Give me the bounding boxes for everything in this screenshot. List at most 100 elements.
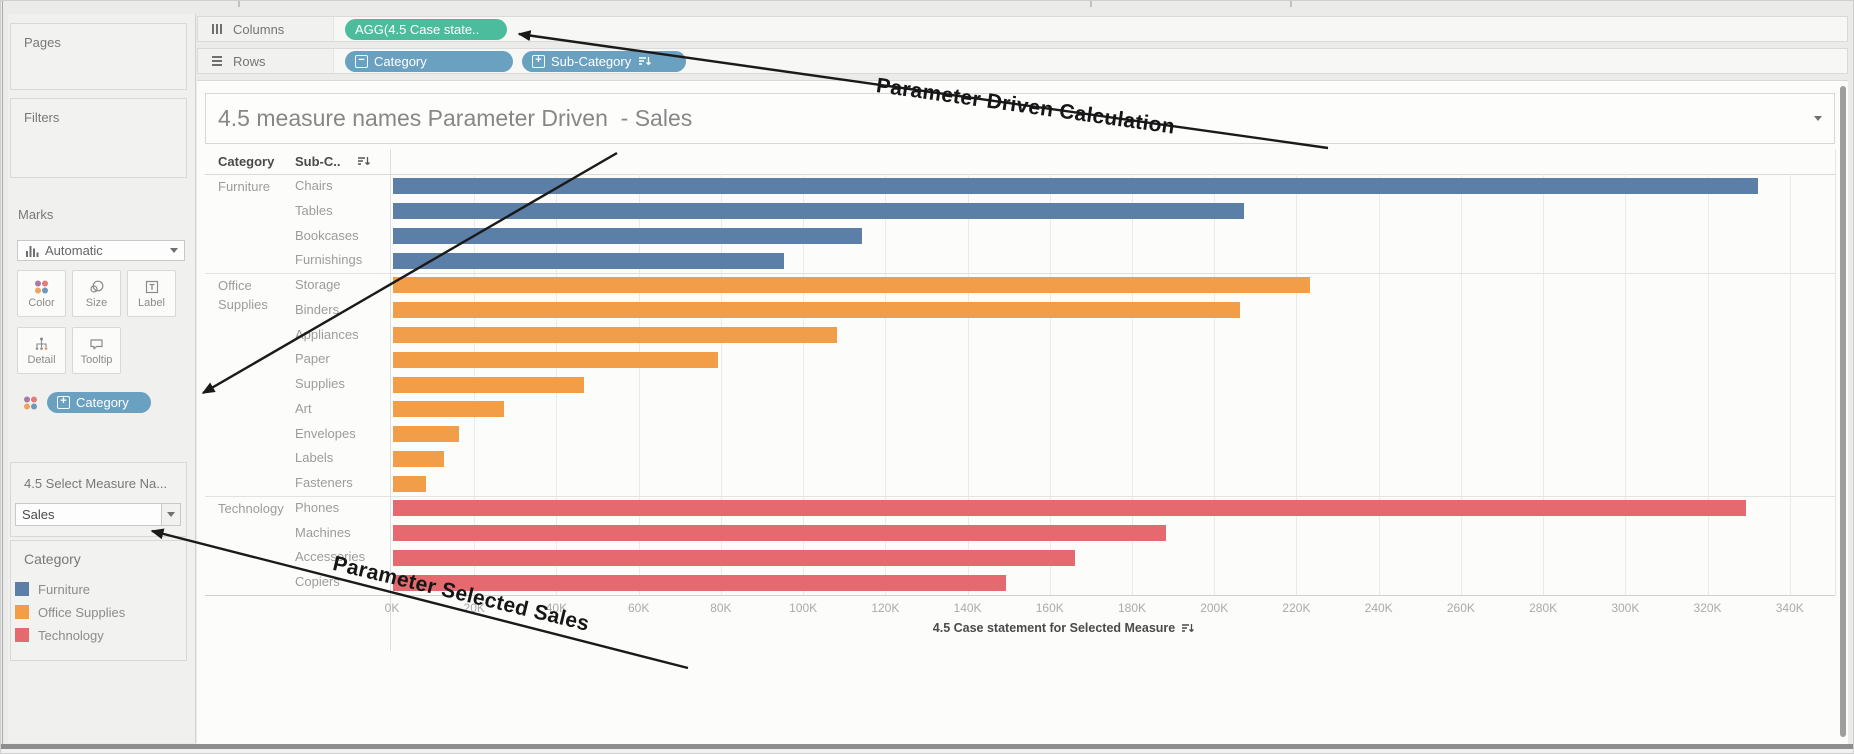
category-label[interactable]: Furniture [218, 179, 271, 194]
bottom-divider-bar[interactable] [0, 744, 1854, 749]
rows-pill-label: Category [374, 53, 427, 69]
gridline [803, 174, 805, 595]
axis-line [205, 595, 1835, 596]
column-header-subcategory[interactable]: Sub-C.. [295, 154, 341, 169]
bar[interactable] [393, 525, 1166, 542]
label-button[interactable]: Label [127, 270, 176, 317]
marks-category-pill[interactable]: + Category [47, 392, 151, 413]
subcategory-label[interactable]: Chairs [295, 178, 333, 193]
gridline [885, 174, 887, 595]
legend-item-office-supplies[interactable]: Office Supplies [15, 602, 125, 622]
title-dropdown-icon[interactable] [1814, 116, 1822, 121]
bar[interactable] [393, 302, 1240, 319]
legend-item-technology[interactable]: Technology [15, 625, 104, 645]
top-tick-mark [238, 0, 240, 7]
filters-shelf[interactable]: Filters [10, 98, 187, 178]
mark-type-dropdown[interactable]: Automatic [17, 240, 185, 261]
bar[interactable] [393, 252, 784, 269]
axis-tick-label: 260K [1446, 601, 1475, 615]
bar[interactable] [393, 376, 585, 393]
column-header-category[interactable]: Category [218, 154, 275, 169]
vertical-scrollbar[interactable] [1840, 86, 1846, 737]
subcategory-label[interactable]: Phones [295, 499, 340, 515]
columns-icon [212, 24, 222, 34]
category-label[interactable]: Technology [218, 500, 284, 516]
axis-tick-label: 340K [1775, 601, 1804, 615]
bar[interactable] [393, 450, 445, 467]
bar[interactable] [393, 500, 1746, 517]
rows-pill-label: Sub-Category [551, 53, 632, 69]
size-button[interactable]: Size [72, 270, 121, 317]
rows-subcategory-pill[interactable]: + Sub-Category [522, 50, 686, 72]
marks-pill-label: Category [76, 395, 129, 410]
detail-button[interactable]: Detail [17, 327, 66, 374]
sort-icon[interactable] [638, 56, 652, 67]
bar[interactable] [393, 227, 862, 244]
axis-tick-label: 280K [1529, 601, 1558, 615]
subcategory-label[interactable]: Paper [295, 351, 330, 367]
subcategory-label[interactable]: Appliances [295, 326, 359, 342]
office-supplies-swatch [15, 605, 29, 619]
bar[interactable] [393, 549, 1076, 566]
subcategory-label[interactable]: Furnishings [295, 252, 363, 268]
legend-item-label: Technology [38, 627, 104, 643]
axis-tick-label: 0K [384, 601, 400, 615]
columns-agg-pill[interactable]: AGG(4.5 Case state.. [345, 18, 507, 40]
subcategory-label[interactable]: Machines [295, 524, 351, 540]
subcategory-label[interactable]: Storage [295, 277, 341, 293]
bar-chart-icon [26, 245, 39, 257]
plot-right-border [1835, 149, 1836, 595]
bar[interactable] [393, 203, 1244, 220]
gridline [1296, 174, 1298, 595]
color-button[interactable]: Color [17, 270, 66, 317]
axis-tick-label: 200K [1200, 601, 1229, 615]
legend-title: Category [24, 551, 81, 567]
legend-item-furniture[interactable]: Furniture [15, 579, 90, 599]
parameter-title: 4.5 Select Measure Na... [24, 476, 168, 491]
bar[interactable] [393, 178, 1758, 195]
rows-icon [212, 56, 222, 66]
subcategory-label[interactable]: Envelopes [295, 425, 356, 441]
subcategory-label[interactable]: Bookcases [295, 227, 359, 243]
gridline [1625, 174, 1627, 595]
plus-icon[interactable]: + [57, 396, 70, 409]
parameter-dropdown-button[interactable] [161, 504, 180, 525]
gridline [967, 174, 969, 595]
parameter-select[interactable]: Sales [15, 503, 181, 526]
category-group-divider [205, 495, 1835, 497]
subcategory-label[interactable]: Binders [295, 301, 340, 317]
bar[interactable] [393, 401, 504, 418]
rows-shelf[interactable]: Rows − Category + Sub-Category [197, 48, 1848, 74]
gridline [1378, 174, 1380, 595]
sort-icon[interactable] [357, 156, 370, 167]
axis-tick-label: 160K [1035, 601, 1064, 615]
color-legend-card: Category Furniture Office Supplies Techn… [10, 540, 187, 661]
subcategory-label[interactable]: Art [295, 400, 312, 416]
category-label[interactable]: Office Supplies [218, 278, 268, 313]
bar[interactable] [393, 326, 837, 343]
subcategory-label[interactable]: Fasteners [295, 475, 353, 491]
columns-shelf[interactable]: Columns AGG(4.5 Case state.. [197, 16, 1848, 42]
chevron-down-icon [170, 248, 178, 253]
window-left-edge [2, 0, 3, 745]
sidebar-divider [195, 14, 196, 743]
subcategory-label[interactable]: Tables [295, 202, 333, 218]
label-button-label: Label [138, 296, 165, 309]
tooltip-button[interactable]: Tooltip [72, 327, 121, 374]
subcategory-label[interactable]: Labels [295, 450, 334, 466]
bar[interactable] [393, 426, 459, 443]
axis-tick-label: 240K [1364, 601, 1393, 615]
marks-card-label: Marks [18, 207, 54, 222]
minus-icon[interactable]: − [355, 54, 368, 68]
bar[interactable] [393, 351, 718, 368]
size-icon [90, 280, 104, 293]
pages-shelf[interactable]: Pages [10, 23, 187, 90]
bar[interactable] [393, 475, 426, 492]
sort-icon[interactable] [1181, 623, 1195, 634]
axis-caption-text: 4.5 Case statement for Selected Measure [932, 621, 1176, 635]
mark-type-value: Automatic [45, 243, 103, 258]
subcategory-label[interactable]: Supplies [295, 376, 345, 392]
bar[interactable] [393, 277, 1310, 294]
rows-category-pill[interactable]: − Category [345, 50, 513, 72]
plus-icon[interactable]: + [532, 54, 545, 68]
